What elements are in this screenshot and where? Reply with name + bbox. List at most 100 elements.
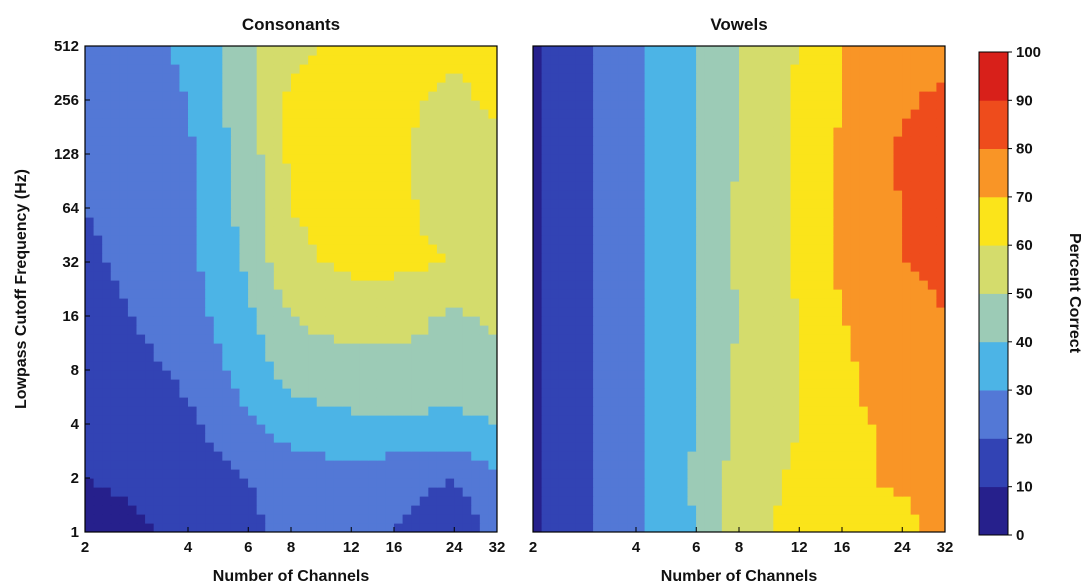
consonants-cell (127, 307, 138, 317)
consonants-cell (205, 154, 215, 164)
consonants-cell (170, 316, 181, 326)
vowels-cell (824, 379, 835, 389)
vowels-cell (661, 172, 671, 182)
vowels-cell (884, 334, 895, 344)
consonants-cell (299, 523, 309, 532)
vowels-cell (661, 415, 671, 425)
consonants-cell (445, 190, 455, 200)
vowels-cell (593, 496, 603, 506)
vowels-cell (696, 442, 706, 452)
vowels-cell (721, 226, 732, 236)
vowels-cell (593, 316, 603, 326)
consonants-cell (454, 91, 464, 101)
consonants-cell (179, 280, 189, 290)
consonants-cell (479, 73, 490, 83)
consonants-cell (145, 82, 155, 92)
consonants-cell (222, 235, 232, 245)
consonants-cell (110, 343, 120, 353)
consonants-cell (462, 325, 472, 335)
consonants-cell (436, 298, 447, 308)
consonants-cell (119, 181, 129, 191)
vowels-cell (713, 190, 723, 200)
consonants-cell (359, 253, 369, 263)
consonants-cell (213, 64, 223, 74)
consonants-cell (333, 253, 344, 263)
vowels-cell (884, 280, 895, 290)
consonants-cell (471, 226, 481, 236)
consonants-cell (479, 289, 490, 299)
consonants-cell (205, 514, 215, 524)
vowels-cell (756, 154, 766, 164)
vowels-cell (739, 325, 749, 335)
vowels-cell (627, 127, 637, 137)
vowels-cell (678, 478, 689, 488)
vowels-cell (902, 334, 912, 344)
vowels-cell (670, 154, 680, 164)
consonants-cell (454, 487, 464, 497)
consonants-cell (454, 109, 464, 119)
consonants-cell (205, 316, 215, 326)
consonants-cell (368, 352, 378, 362)
consonants-cell (376, 154, 387, 164)
consonants-cell (179, 73, 189, 83)
consonants-cell (291, 496, 301, 506)
vowels-cell (610, 298, 620, 308)
consonants-cell (239, 478, 249, 488)
vowels-cell (584, 172, 594, 182)
vowels-cell (670, 118, 680, 128)
vowels-cell (816, 307, 826, 317)
consonants-cell (179, 163, 189, 173)
consonants-cell (436, 451, 447, 461)
consonants-cell (110, 460, 120, 470)
consonants-cell (316, 235, 326, 245)
consonants-cell (488, 289, 497, 299)
vowels-cell (936, 181, 945, 191)
consonants-cell (299, 55, 309, 65)
vowels-cell (816, 163, 826, 173)
consonants-cell (325, 469, 335, 479)
vowels-cell (558, 496, 568, 506)
consonants-cell (333, 415, 344, 425)
consonants-cell (376, 100, 387, 110)
vowels-cell (533, 334, 543, 344)
consonants-cell (136, 253, 146, 263)
vowels-cell (833, 172, 843, 182)
vowels-cell (756, 352, 766, 362)
vowels-cell (807, 289, 817, 299)
consonants-cell (273, 181, 284, 191)
vowels-cell (593, 154, 603, 164)
consonants-cell (230, 370, 241, 380)
vowels-cell (696, 406, 706, 416)
vowels-cell (799, 343, 809, 353)
vowels-cell (919, 514, 929, 524)
consonants-cell (351, 514, 361, 524)
consonants-cell (436, 55, 447, 65)
vowels-cell (816, 379, 826, 389)
consonants-cell (411, 370, 421, 380)
vowels-cell (653, 505, 663, 515)
consonants-cell (325, 343, 335, 353)
consonants-cell (436, 262, 447, 272)
consonants-cell (213, 370, 223, 380)
consonants-cell (239, 100, 249, 110)
consonants-cell (102, 352, 112, 362)
vowels-cell (807, 352, 817, 362)
vowels-cell (653, 316, 663, 326)
consonants-cell (256, 64, 266, 74)
vowels-cell (687, 199, 697, 209)
consonants-cell (127, 154, 138, 164)
vowels-cell (919, 433, 929, 443)
consonants-cell (394, 334, 404, 344)
vowels-cell (850, 379, 860, 389)
consonants-cell (291, 163, 301, 173)
consonants-cell (402, 46, 412, 56)
consonants-cell (265, 397, 275, 407)
consonants-cell (145, 280, 155, 290)
vowels-cell (644, 496, 654, 506)
vowels-cell (636, 460, 646, 470)
consonants-cell (230, 271, 241, 281)
vowels-cell (790, 523, 800, 532)
consonants-cell (256, 109, 266, 119)
consonants-cell (153, 298, 163, 308)
consonants-cell (222, 208, 232, 218)
